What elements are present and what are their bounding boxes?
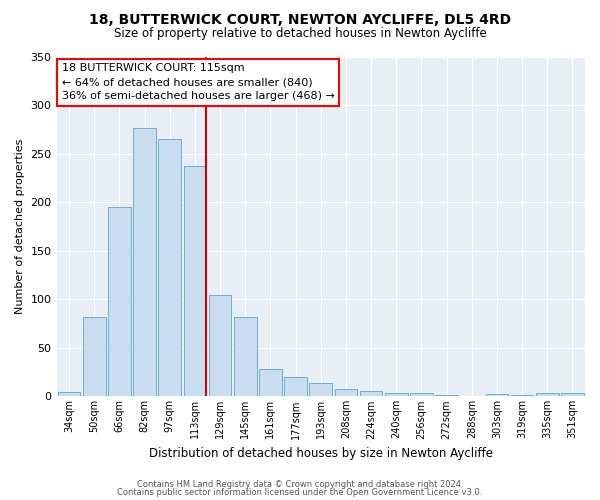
Bar — [385, 394, 407, 396]
Bar — [108, 207, 131, 396]
Bar — [158, 139, 181, 396]
Bar — [360, 390, 382, 396]
Bar — [133, 128, 156, 396]
Bar — [284, 377, 307, 396]
Bar — [310, 383, 332, 396]
Bar — [58, 392, 80, 396]
Bar — [536, 394, 559, 396]
Text: Contains HM Land Registry data © Crown copyright and database right 2024.: Contains HM Land Registry data © Crown c… — [137, 480, 463, 489]
Bar — [561, 394, 584, 396]
Bar — [485, 394, 508, 396]
Bar — [209, 296, 232, 396]
Bar — [83, 317, 106, 396]
Text: 18 BUTTERWICK COURT: 115sqm
← 64% of detached houses are smaller (840)
36% of se: 18 BUTTERWICK COURT: 115sqm ← 64% of det… — [62, 64, 335, 102]
Text: 18, BUTTERWICK COURT, NEWTON AYCLIFFE, DL5 4RD: 18, BUTTERWICK COURT, NEWTON AYCLIFFE, D… — [89, 12, 511, 26]
Y-axis label: Number of detached properties: Number of detached properties — [15, 139, 25, 314]
Text: Contains public sector information licensed under the Open Government Licence v3: Contains public sector information licen… — [118, 488, 482, 497]
Text: Size of property relative to detached houses in Newton Aycliffe: Size of property relative to detached ho… — [113, 28, 487, 40]
Bar — [234, 317, 257, 396]
X-axis label: Distribution of detached houses by size in Newton Aycliffe: Distribution of detached houses by size … — [149, 447, 493, 460]
Bar — [335, 388, 357, 396]
Bar — [410, 394, 433, 396]
Bar — [184, 166, 206, 396]
Bar — [259, 369, 282, 396]
